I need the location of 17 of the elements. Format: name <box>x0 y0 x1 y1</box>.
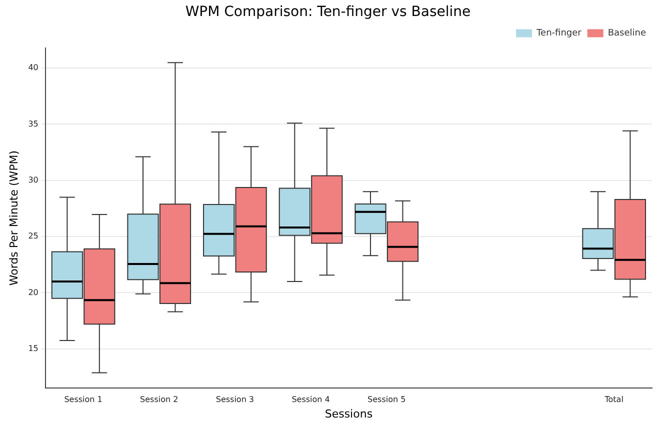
y-axis-title: Words Per Minute (WPM) <box>7 150 20 286</box>
y-tick-label: 25 <box>28 232 38 241</box>
x-tick-label: Session 1 <box>64 395 102 404</box>
x-axis-title: Sessions <box>324 407 373 420</box>
chart-title: WPM Comparison: Ten-finger vs Baseline <box>185 4 471 20</box>
x-tick-label: Session 3 <box>216 395 254 404</box>
x-tick-label: Session 5 <box>368 395 406 404</box>
x-tick-label: Session 2 <box>140 395 178 404</box>
y-tick-label: 20 <box>28 288 38 297</box>
legend-label: Ten-finger <box>536 28 582 39</box>
y-tick-label: 15 <box>28 344 38 353</box>
x-tick-label: Total <box>604 395 624 404</box>
x-tick-label: Session 4 <box>292 395 330 404</box>
y-tick-label: 35 <box>28 119 38 128</box>
legend-label: Baseline <box>608 28 646 39</box>
y-tick-label: 30 <box>28 175 38 184</box>
y-tick-label: 40 <box>28 63 38 72</box>
